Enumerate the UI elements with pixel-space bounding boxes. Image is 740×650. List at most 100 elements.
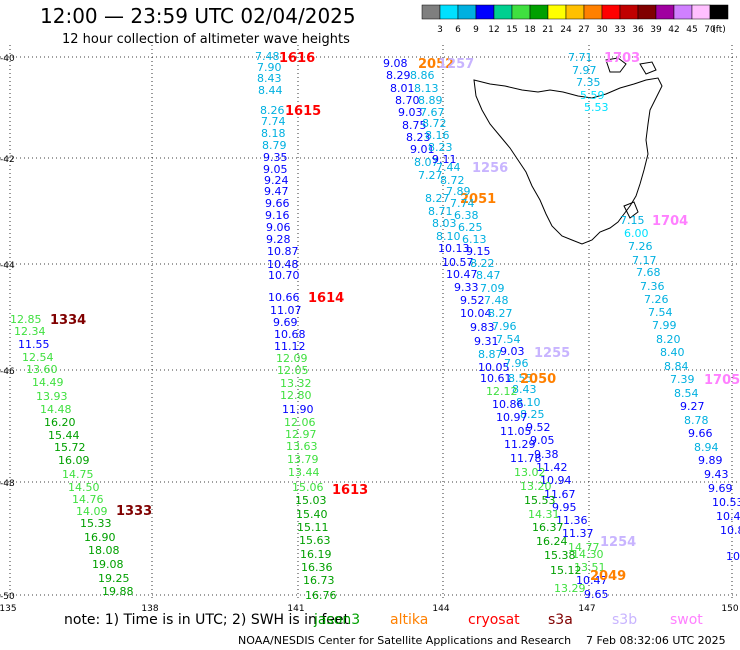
wave-height-value: 7.67 — [420, 106, 445, 119]
wave-height-value: 16.73 — [303, 574, 335, 587]
latitude-label: -48 — [0, 479, 15, 489]
wave-height-value: 9.11 — [432, 153, 457, 166]
wave-height-value: 15.03 — [295, 494, 327, 507]
wave-height-value: 10.47 — [446, 268, 478, 281]
wave-height-value: 7.68 — [636, 266, 661, 279]
wave-height-value: 9.27 — [680, 400, 705, 413]
wave-height-value: 9.16 — [265, 209, 290, 222]
colorbar-label: 30 — [596, 25, 608, 35]
graticule: -40 -42 -44 -46 -48 -50 135 138 141 144 147 150 — [0, 45, 740, 612]
color-legend: 3 6 9 12 15 18 21 24 27 30 33 36 39 42 45 70(ft) — [421, 4, 729, 35]
wave-height-value: 16.37 — [532, 521, 564, 534]
wave-height-value: 14.77 — [568, 541, 600, 554]
wave-height-value: 7.48 — [484, 294, 509, 307]
wave-height-value: 15.06 — [292, 481, 324, 494]
colorbar-label: 18 — [524, 25, 536, 35]
wave-height-value: 9.47 — [264, 185, 289, 198]
wave-height-value: 11.78 — [510, 452, 542, 465]
wave-height-value: 15.12 — [550, 564, 582, 577]
wave-height-value: 9.05 — [530, 434, 555, 447]
wave-height-value: 13.32 — [280, 377, 312, 390]
pass-id-label: 1703 — [604, 51, 640, 66]
wave-height-value: 18.08 — [88, 544, 120, 557]
colorbar-label: 21 — [542, 25, 553, 35]
pass-id-label: 1256 — [472, 161, 508, 176]
wave-height-value: 12.12 — [486, 385, 518, 398]
wave-height-value: 14.76 — [72, 493, 104, 506]
wave-height-value: 9.65 — [584, 588, 609, 601]
pass-id-label: 1255 — [534, 346, 570, 361]
wave-height-map: -40 -42 -44 -46 -48 -50 135 138 141 144 147 150 7.4… — [0, 45, 740, 612]
satellite-legend-s3b: s3b — [612, 612, 638, 628]
longitude-label: 138 — [141, 604, 158, 612]
longitude-label: 144 — [432, 604, 449, 612]
wave-height-value: 15.63 — [299, 534, 331, 547]
wave-height-value: 10 — [726, 550, 740, 563]
wave-height-value: 8.10 — [516, 396, 541, 409]
wave-height-value: 9.24 — [264, 174, 289, 187]
wave-height-value: 9.05 — [263, 163, 288, 176]
wave-height-value: 8.03 — [432, 217, 457, 230]
wave-height-value: 8.16 — [425, 129, 450, 142]
wave-height-value: 7.26 — [628, 240, 653, 253]
wave-height-value: 9.95 — [552, 501, 577, 514]
wave-height-value: 8.23 — [428, 141, 453, 154]
wave-height-value: 11.36 — [556, 514, 588, 527]
footer-credit: NOAA/NESDIS Center for Satellite Applica… — [238, 634, 572, 647]
wave-height-value: 12.85 — [10, 313, 42, 326]
wave-height-value: 8.44 — [258, 84, 283, 97]
wave-height-value: 8.86 — [410, 69, 435, 82]
satellite-legend-s3a: s3a — [548, 612, 573, 628]
satellite-legend-altika: altika — [390, 612, 429, 628]
wave-height-value: 6.13 — [462, 233, 487, 246]
colorbar-label: 70 — [704, 25, 716, 35]
wave-height-value: 8.72 — [440, 174, 465, 187]
wave-height-value: 16.19 — [300, 548, 332, 561]
wave-height-value: 12.05 — [277, 364, 309, 377]
pass-id-label: 2050 — [520, 372, 556, 387]
wave-height-value: 7.35 — [576, 76, 601, 89]
wave-height-value: 10.97 — [496, 411, 528, 424]
colorbar-label: 3 — [437, 25, 443, 35]
colorbar-label: 15 — [506, 25, 517, 35]
wave-height-value: 11.12 — [274, 340, 306, 353]
wave-height-value: 19.25 — [98, 572, 130, 585]
wave-height-value: 19.88 — [102, 585, 134, 598]
wave-height-value: 14.30 — [572, 548, 604, 561]
wave-height-value: 8.47 — [476, 269, 501, 282]
wave-height-value: 10.47 — [576, 574, 608, 587]
wave-height-value: 7.74 — [450, 197, 475, 210]
satellite-legend-cryosat: cryosat — [468, 612, 520, 628]
wave-height-value: 8.27 — [488, 307, 513, 320]
wave-height-value: 8.79 — [262, 139, 287, 152]
coastline-main — [473, 77, 663, 245]
wave-height-value: 10.70 — [268, 269, 300, 282]
wave-height-value: 8.75 — [402, 119, 427, 132]
wave-height-value: 7.36 — [640, 280, 665, 293]
colorbar-swatch — [709, 4, 729, 20]
latitude-label: -40 — [0, 54, 15, 64]
wave-height-value: 5.53 — [584, 101, 609, 114]
wave-height-value: 7.99 — [652, 319, 677, 332]
longitude-label: 147 — [578, 604, 595, 612]
wave-height-value: 13.02 — [514, 466, 546, 479]
wave-height-value: 8.70 — [395, 94, 420, 107]
colorbar-label: 33 — [614, 25, 625, 35]
longitude-label: 135 — [0, 604, 17, 612]
wave-height-value: 8.27 — [425, 192, 450, 205]
wave-height-value: 7.74 — [261, 115, 286, 128]
wave-height-value: 11.42 — [536, 461, 568, 474]
wave-height-value: 9.38 — [534, 448, 559, 461]
wave-height-value: 7.39 — [670, 373, 695, 386]
wave-height-value: 8.94 — [694, 441, 719, 454]
wave-height-value: 11.55 — [18, 338, 50, 351]
wave-height-value: 8.89 — [418, 94, 443, 107]
wave-height-value: 14.48 — [40, 403, 72, 416]
wave-height-value: 9.31 — [474, 335, 499, 348]
colorbar-label: 27 — [578, 25, 589, 35]
pass-id-label: 1616 — [279, 51, 315, 66]
wave-height-value: 16.09 — [58, 454, 90, 467]
wave-height-value: 8.18 — [261, 127, 286, 140]
wave-height-value: 11.67 — [544, 488, 576, 501]
wave-height-value: 9.03 — [500, 345, 525, 358]
